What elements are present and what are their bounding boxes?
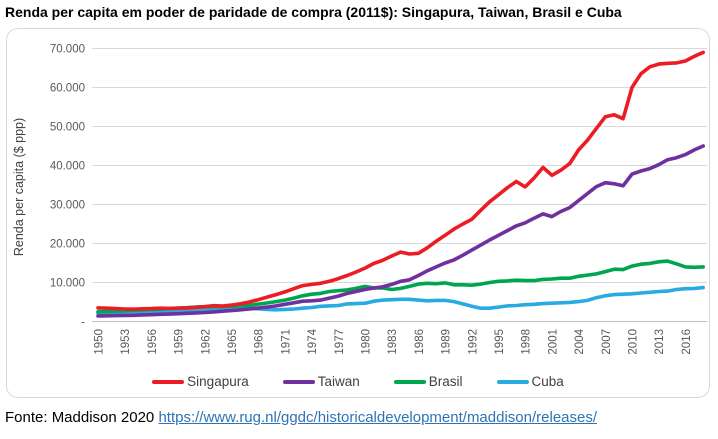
series-line-taiwan (96, 144, 706, 318)
x-tick-label: 1953 (120, 329, 132, 355)
series-line-brasil (96, 259, 706, 314)
y-tick-label: 70.000 (50, 44, 85, 56)
y-axis-title: Renda per capita ($ ppp) (12, 118, 26, 256)
x-tick-label: 1995 (494, 329, 506, 355)
x-tick-label: 2016 (681, 329, 693, 355)
x-tick-label: 1956 (147, 329, 159, 355)
legend-item-singapura: Singapura (152, 374, 249, 389)
plot-area: - 10.000 20.000 30.000 40.000 50.000 60.000 70.… (12, 44, 707, 355)
legend: Singapura Taiwan Brasil Cuba (7, 374, 709, 389)
y-tick-label: 40.000 (50, 161, 85, 173)
y-tick-label: 60.000 (50, 83, 85, 95)
y-tick-label: 10.000 (50, 278, 85, 290)
y-tick-label: 30.000 (50, 200, 85, 212)
legend-item-taiwan: Taiwan (282, 374, 360, 389)
y-tick-label: - (81, 317, 85, 329)
x-tick-label: 1968 (254, 329, 266, 355)
x-tick-label: 2004 (574, 328, 586, 354)
x-tick-label: 1974 (307, 328, 319, 354)
x-tick-label: 1959 (174, 329, 186, 355)
legend-marker-icon (393, 379, 426, 384)
x-tick-label: 1983 (387, 329, 399, 355)
x-tick-label: 1986 (414, 329, 426, 355)
legend-item-cuba: Cuba (496, 374, 564, 389)
x-tick-label: 1950 (94, 329, 106, 355)
source-link[interactable]: https://www.rug.nl/ggdc/historicaldevelo… (158, 409, 598, 426)
x-tick-label: 2010 (628, 329, 640, 355)
x-tick-label: 2013 (654, 329, 666, 355)
x-tick-label: 1965 (227, 329, 239, 355)
legend-label: Taiwan (317, 374, 360, 389)
legend-marker-icon (282, 379, 315, 384)
y-tick-label: 50.000 (50, 122, 85, 134)
legend-marker-icon (152, 379, 185, 384)
x-tick-label: 2001 (547, 329, 559, 355)
series-line-cuba (96, 285, 706, 316)
x-tick-label: 1971 (280, 329, 292, 355)
x-tick-label: 1998 (521, 329, 533, 355)
series-line-singapura (96, 50, 706, 312)
x-tick-label: 2007 (601, 329, 613, 355)
legend-label: Cuba (531, 374, 564, 389)
legend-label: Brasil (428, 374, 463, 389)
x-tick-label: 1977 (334, 329, 346, 355)
legend-label: Singapura (187, 374, 249, 389)
chart-frame: - 10.000 20.000 30.000 40.000 50.000 60.000 70.… (6, 28, 710, 398)
x-tick-label: 1992 (467, 329, 479, 355)
chart-title: Renda per capita em poder de paridade de… (5, 4, 622, 20)
x-tick-label: 1962 (200, 329, 212, 355)
legend-marker-icon (496, 379, 529, 384)
legend-item-brasil: Brasil (393, 374, 463, 389)
x-tick-label: 1980 (361, 329, 373, 355)
source-note: Fonte: Maddison 2020 https://www.rug.nl/… (5, 409, 717, 426)
x-tick-label: 1989 (441, 329, 453, 355)
y-tick-label: 20.000 (50, 239, 85, 251)
source-text: Fonte: Maddison 2020 (5, 409, 155, 426)
